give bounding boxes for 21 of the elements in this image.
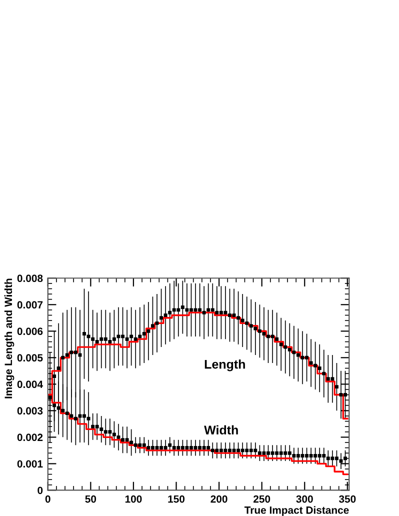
x-axis-title: True Impact Distance xyxy=(244,506,349,516)
series-label: Width xyxy=(204,425,238,434)
x-tick-label: 50 xyxy=(85,495,96,503)
x-tick-label: 0 xyxy=(45,495,50,503)
x-tick-label: 150 xyxy=(168,495,185,503)
y-tick-label: 0.004 xyxy=(17,380,43,388)
y-tick-label: 0.001 xyxy=(17,460,43,468)
y-tick-label: 0.002 xyxy=(17,434,43,442)
text: Length xyxy=(204,360,245,372)
y-tick-label: 0.005 xyxy=(17,354,43,362)
x-tick-label: 350 xyxy=(338,495,356,503)
x-tick-label: 200 xyxy=(210,495,228,503)
y-tick-label: 0.007 xyxy=(17,301,43,309)
y-tick-label: 0 xyxy=(38,486,43,494)
x-tick-label: 300 xyxy=(296,495,313,503)
x-tick-label: 100 xyxy=(125,495,142,503)
x-tick-label: 250 xyxy=(254,495,270,503)
y-axis-title: Image Length and Width xyxy=(4,278,14,398)
y-tick-label: 0.008 xyxy=(17,274,43,282)
y-tick-label: 0.003 xyxy=(17,407,43,415)
y-tick-label: 0.006 xyxy=(17,328,43,336)
